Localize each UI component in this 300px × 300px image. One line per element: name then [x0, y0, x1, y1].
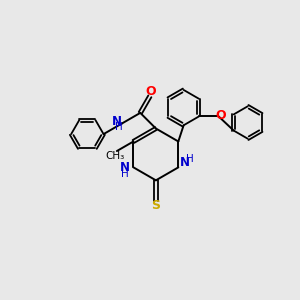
Text: O: O — [146, 85, 156, 98]
Text: O: O — [215, 109, 226, 122]
Text: H: H — [186, 154, 194, 164]
Text: S: S — [152, 200, 160, 212]
Text: CH₃: CH₃ — [106, 151, 125, 161]
Text: H: H — [115, 122, 122, 132]
Text: N: N — [180, 157, 190, 169]
Text: N: N — [120, 161, 130, 174]
Text: N: N — [112, 115, 122, 128]
Text: H: H — [121, 169, 129, 179]
